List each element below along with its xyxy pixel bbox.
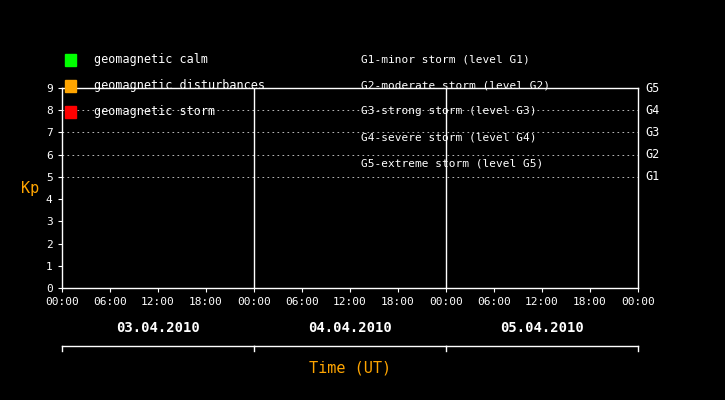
- Text: G5: G5: [645, 82, 660, 94]
- Text: G3-strong storm (level G3): G3-strong storm (level G3): [361, 106, 536, 116]
- Text: G4: G4: [645, 104, 660, 117]
- Text: Time (UT): Time (UT): [309, 360, 391, 376]
- Text: G3: G3: [645, 126, 660, 139]
- Text: G1: G1: [645, 170, 660, 183]
- Text: 05.04.2010: 05.04.2010: [500, 321, 584, 335]
- Text: G4-severe storm (level G4): G4-severe storm (level G4): [361, 132, 536, 142]
- Text: 04.04.2010: 04.04.2010: [308, 321, 392, 335]
- Text: G5-extreme storm (level G5): G5-extreme storm (level G5): [361, 158, 544, 168]
- Text: G2: G2: [645, 148, 660, 161]
- Text: geomagnetic calm: geomagnetic calm: [94, 54, 208, 66]
- Text: Kp: Kp: [21, 180, 39, 196]
- Text: G2-moderate storm (level G2): G2-moderate storm (level G2): [361, 80, 550, 90]
- Text: geomagnetic disturbances: geomagnetic disturbances: [94, 80, 265, 92]
- Text: 03.04.2010: 03.04.2010: [116, 321, 199, 335]
- Text: G1-minor storm (level G1): G1-minor storm (level G1): [361, 54, 530, 64]
- Text: geomagnetic storm: geomagnetic storm: [94, 106, 215, 118]
